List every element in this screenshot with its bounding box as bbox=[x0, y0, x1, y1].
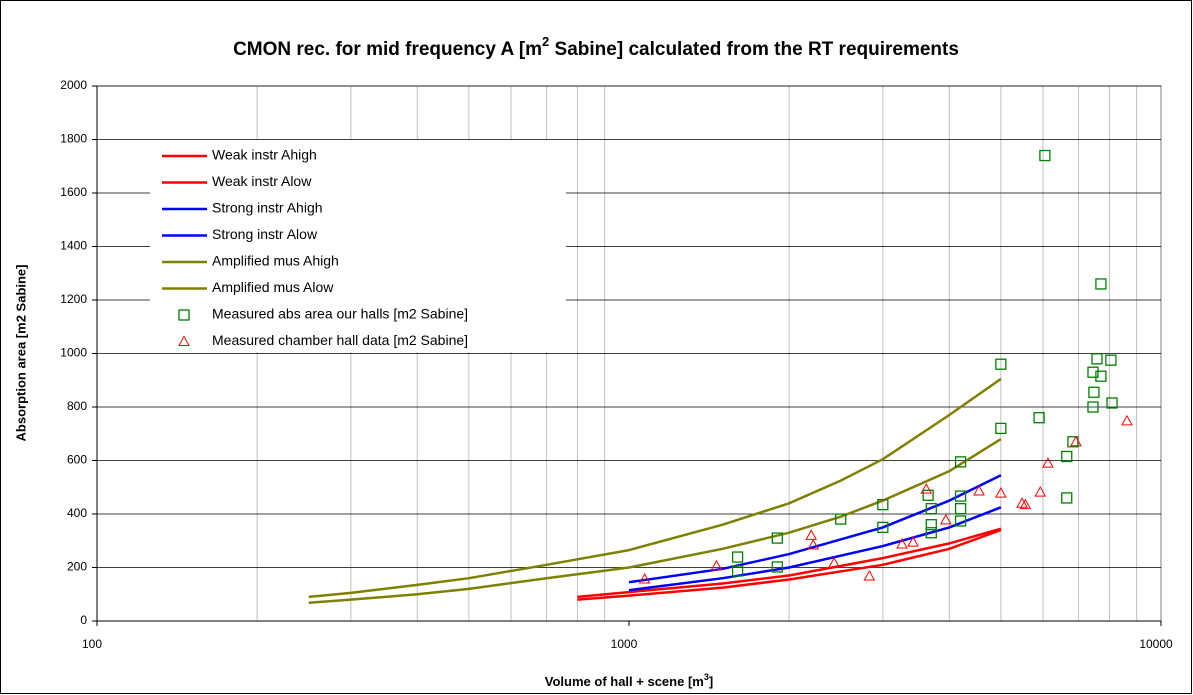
triangle-marker bbox=[1070, 435, 1082, 447]
y-tick-label: 200 bbox=[67, 560, 87, 574]
square-marker bbox=[877, 498, 889, 511]
y-axis-label: Absorption area [m2 Sabine] bbox=[13, 265, 28, 442]
square-marker bbox=[995, 358, 1007, 370]
legend-label: Measured abs area our halls [m2 Sabine] bbox=[212, 306, 468, 322]
x-axis-label: Volume of hall + scene [m3] bbox=[545, 672, 713, 689]
triangle-marker bbox=[1034, 486, 1047, 497]
series-line bbox=[628, 474, 1002, 584]
x-label-sup: 3 bbox=[704, 672, 709, 682]
triangle-marker bbox=[1042, 457, 1054, 468]
square-marker bbox=[954, 515, 967, 527]
series-line bbox=[308, 438, 1002, 605]
square-marker bbox=[835, 513, 847, 525]
square-marker bbox=[1088, 386, 1100, 398]
series-line bbox=[308, 377, 1002, 599]
triangle-marker bbox=[995, 487, 1007, 498]
legend-label: Measured chamber hall data [m2 Sabine] bbox=[212, 332, 468, 348]
square-marker bbox=[1106, 397, 1118, 409]
x-tick-label: 100 bbox=[82, 637, 102, 651]
series-line bbox=[577, 527, 1002, 599]
triangle-marker bbox=[805, 529, 818, 540]
square-marker bbox=[954, 456, 967, 468]
series-line bbox=[628, 506, 1002, 592]
y-tick-label: 0 bbox=[80, 613, 87, 627]
square-marker bbox=[178, 309, 190, 321]
triangle-marker bbox=[896, 537, 908, 549]
y-tick-label: 1600 bbox=[60, 185, 87, 199]
y-tick-label: 600 bbox=[67, 453, 87, 467]
square-marker bbox=[771, 561, 783, 573]
series-line bbox=[577, 528, 1002, 601]
triangle-marker bbox=[710, 559, 723, 571]
x-tick-label: 1000 bbox=[611, 637, 638, 651]
legend-label: Amplified mus Ahigh bbox=[212, 253, 339, 269]
triangle-marker bbox=[907, 536, 919, 547]
title-part: CMON rec. for mid frequency A [m bbox=[233, 39, 542, 60]
y-tick-label: 1800 bbox=[60, 132, 87, 146]
y-tick-label: 1000 bbox=[60, 346, 87, 360]
legend-label: Weak instr Ahigh bbox=[212, 147, 317, 163]
triangle-marker bbox=[1121, 414, 1133, 426]
x-label-part: ] bbox=[709, 674, 713, 689]
square-marker bbox=[1091, 353, 1103, 365]
triangle-marker bbox=[828, 556, 840, 568]
legend-box bbox=[150, 140, 566, 352]
y-tick-label: 2000 bbox=[60, 78, 87, 92]
chart-title: CMON rec. for mid frequency A [m2 Sabine… bbox=[233, 34, 959, 60]
y-tick-label: 1200 bbox=[60, 292, 87, 306]
square-marker bbox=[925, 527, 937, 539]
y-tick-label: 1400 bbox=[60, 239, 87, 253]
square-marker bbox=[995, 422, 1007, 435]
square-marker bbox=[954, 502, 967, 515]
square-marker bbox=[731, 565, 744, 577]
square-marker bbox=[1087, 366, 1099, 378]
y-tick-label: 400 bbox=[67, 506, 87, 520]
square-marker bbox=[922, 489, 934, 501]
legend-label: Strong instr Alow bbox=[212, 226, 318, 242]
title-sup: 2 bbox=[542, 34, 549, 49]
square-marker bbox=[1087, 401, 1099, 413]
x-tick-label: 10000 bbox=[1139, 637, 1173, 651]
square-marker bbox=[1033, 412, 1045, 424]
square-marker bbox=[1095, 370, 1107, 382]
triangle-marker bbox=[1019, 498, 1032, 510]
title-part: Sabine] calculated from the RT requireme… bbox=[549, 39, 959, 60]
square-marker bbox=[1105, 354, 1117, 366]
square-marker bbox=[954, 490, 967, 502]
square-marker bbox=[1061, 450, 1073, 463]
square-marker bbox=[1039, 149, 1051, 162]
y-tick-label: 800 bbox=[67, 399, 87, 413]
triangle-marker bbox=[863, 570, 876, 581]
triangle-marker bbox=[973, 484, 985, 496]
square-marker bbox=[925, 502, 937, 515]
square-marker bbox=[771, 532, 783, 544]
x-label-part: Volume of hall + scene [m bbox=[545, 674, 704, 689]
legend-label: Strong instr Ahigh bbox=[212, 200, 323, 216]
square-marker bbox=[1067, 436, 1079, 448]
triangle-marker bbox=[1016, 497, 1028, 508]
square-marker bbox=[1061, 492, 1073, 504]
legend-label: Weak instr Alow bbox=[212, 173, 312, 189]
triangle-marker bbox=[939, 513, 952, 525]
square-marker bbox=[731, 551, 744, 563]
triangle-marker bbox=[807, 539, 820, 550]
triangle-marker bbox=[178, 335, 190, 346]
triangle-marker bbox=[638, 572, 651, 584]
triangle-marker bbox=[920, 483, 933, 494]
legend-label: Amplified mus Alow bbox=[212, 279, 334, 295]
square-marker bbox=[877, 521, 889, 534]
square-marker bbox=[925, 519, 937, 531]
square-marker bbox=[1095, 278, 1107, 290]
